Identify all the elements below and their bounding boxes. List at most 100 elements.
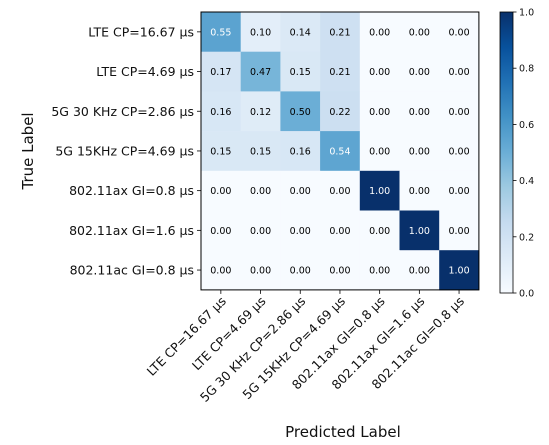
cell-value-label: 0.00 <box>369 107 390 118</box>
cell-value-label: 0.00 <box>290 186 311 197</box>
cell-value-label: 0.00 <box>448 146 469 157</box>
heatmap-cell <box>201 91 241 132</box>
colorbar-tick-label: 0.2 <box>519 232 534 243</box>
y-tick-label: 802.11ax GI=0.8 µs <box>69 183 194 198</box>
heatmap-cell <box>439 131 480 172</box>
cell-value-label: 0.54 <box>329 146 350 157</box>
heatmap-cells <box>201 12 480 291</box>
cell-value-label: 1.00 <box>369 186 390 197</box>
cell-value-label: 0.00 <box>409 146 430 157</box>
cell-value-label: 0.00 <box>250 226 271 237</box>
heatmap-cell <box>201 250 241 291</box>
cell-value-label: 0.15 <box>210 146 231 157</box>
heatmap-cell <box>320 91 361 132</box>
heatmap-cell <box>320 250 361 291</box>
heatmap-cell <box>280 170 321 211</box>
heatmap-cell <box>439 250 480 291</box>
heatmap-cell <box>280 210 321 251</box>
heatmap-cell <box>280 12 321 52</box>
heatmap-cell <box>359 91 400 132</box>
cell-value-label: 0.00 <box>448 186 469 197</box>
heatmap-cell <box>201 210 241 251</box>
cell-value-label: 0.21 <box>329 67 350 78</box>
heatmap-cell <box>320 131 361 172</box>
heatmap-cell <box>201 12 241 52</box>
heatmap-cell <box>240 12 281 52</box>
cell-value-label: 0.00 <box>210 266 231 277</box>
cell-value-label: 0.00 <box>369 146 390 157</box>
cell-value-label: 0.55 <box>210 27 231 38</box>
heatmap-cell <box>399 250 440 291</box>
cell-value-label: 0.15 <box>290 67 311 78</box>
cell-value-label: 0.17 <box>210 67 231 78</box>
heatmap-cell <box>439 91 480 132</box>
cell-value-label: 0.22 <box>329 107 350 118</box>
cell-value-label: 1.00 <box>409 226 430 237</box>
heatmap-cell <box>240 51 281 92</box>
colorbar-tick-label: 0.4 <box>519 176 534 187</box>
heatmap-cell <box>359 131 400 172</box>
cell-value-label: 0.00 <box>448 107 469 118</box>
cell-value-label: 0.00 <box>409 186 430 197</box>
heatmap-cell <box>439 51 480 92</box>
heatmap-cell <box>399 91 440 132</box>
heatmap-cell <box>399 12 440 52</box>
colorbar <box>499 11 514 294</box>
heatmap-cell <box>240 250 281 291</box>
cell-value-label: 0.00 <box>329 226 350 237</box>
cell-value-label: 0.00 <box>329 186 350 197</box>
cell-value-label: 0.10 <box>250 27 271 38</box>
heatmap-cell <box>280 131 321 172</box>
heatmap-cell <box>439 170 480 211</box>
heatmap-cell <box>280 91 321 132</box>
cell-value-label: 1.00 <box>448 266 469 277</box>
cell-value-label: 0.00 <box>409 107 430 118</box>
cell-value-label: 0.00 <box>369 266 390 277</box>
y-tick-label: 802.11ax GI=1.6 µs <box>69 223 194 238</box>
heatmap-cell <box>399 170 440 211</box>
heatmap-cell-values: 0.55 0.10 0.14 0.21 0.00 0.00 0.00 0.17 0.47 0.15… <box>210 27 469 276</box>
colorbar-tick-label: 0.8 <box>519 64 534 75</box>
cell-value-label: 0.00 <box>369 226 390 237</box>
y-axis-title: True Label <box>19 112 37 190</box>
y-tick-label: LTE CP=16.67 µs <box>88 24 194 39</box>
heatmap-cell <box>359 12 400 52</box>
y-tick-label: 5G 15KHz CP=4.69 µs <box>55 143 194 158</box>
cell-value-label: 0.47 <box>250 67 271 78</box>
cell-value-label: 0.00 <box>250 266 271 277</box>
heatmap-cell <box>399 51 440 92</box>
heatmap-cell <box>399 131 440 172</box>
y-tick-label: 802.11ac GI=0.8 µs <box>70 263 194 278</box>
colorbar-tick-label: 1.0 <box>519 8 534 19</box>
heatmap-cell <box>280 51 321 92</box>
heatmap-cell <box>201 170 241 211</box>
heatmap-cell <box>439 12 480 52</box>
heatmap-cell <box>240 131 281 172</box>
cell-value-label: 0.21 <box>329 27 350 38</box>
cell-value-label: 0.00 <box>290 266 311 277</box>
cell-value-label: 0.00 <box>329 266 350 277</box>
cell-value-label: 0.00 <box>409 266 430 277</box>
cell-value-label: 0.00 <box>448 27 469 38</box>
cell-value-label: 0.14 <box>290 27 311 38</box>
x-axis-title: Predicted Label <box>285 423 401 441</box>
heatmap-cell <box>359 51 400 92</box>
cell-value-label: 0.00 <box>210 226 231 237</box>
heatmap-cell <box>320 170 361 211</box>
heatmap-cell <box>240 210 281 251</box>
heatmap-cell <box>359 210 400 251</box>
heatmap-cell <box>280 250 321 291</box>
heatmap-cell <box>359 250 400 291</box>
y-tick-label: 5G 30 KHz CP=2.86 µs <box>51 104 194 119</box>
cell-value-label: 0.00 <box>448 67 469 78</box>
cell-value-label: 0.00 <box>369 27 390 38</box>
cell-value-label: 0.00 <box>290 226 311 237</box>
cell-value-label: 0.16 <box>290 146 311 157</box>
y-axis-ticks: LTE CP=16.67 µs LTE CP=4.69 µs 5G 30 KHz C… <box>51 24 201 278</box>
heatmap-cell <box>439 210 480 251</box>
cell-value-label: 0.16 <box>210 107 231 118</box>
heatmap-cell <box>240 170 281 211</box>
cell-value-label: 0.15 <box>250 146 271 157</box>
